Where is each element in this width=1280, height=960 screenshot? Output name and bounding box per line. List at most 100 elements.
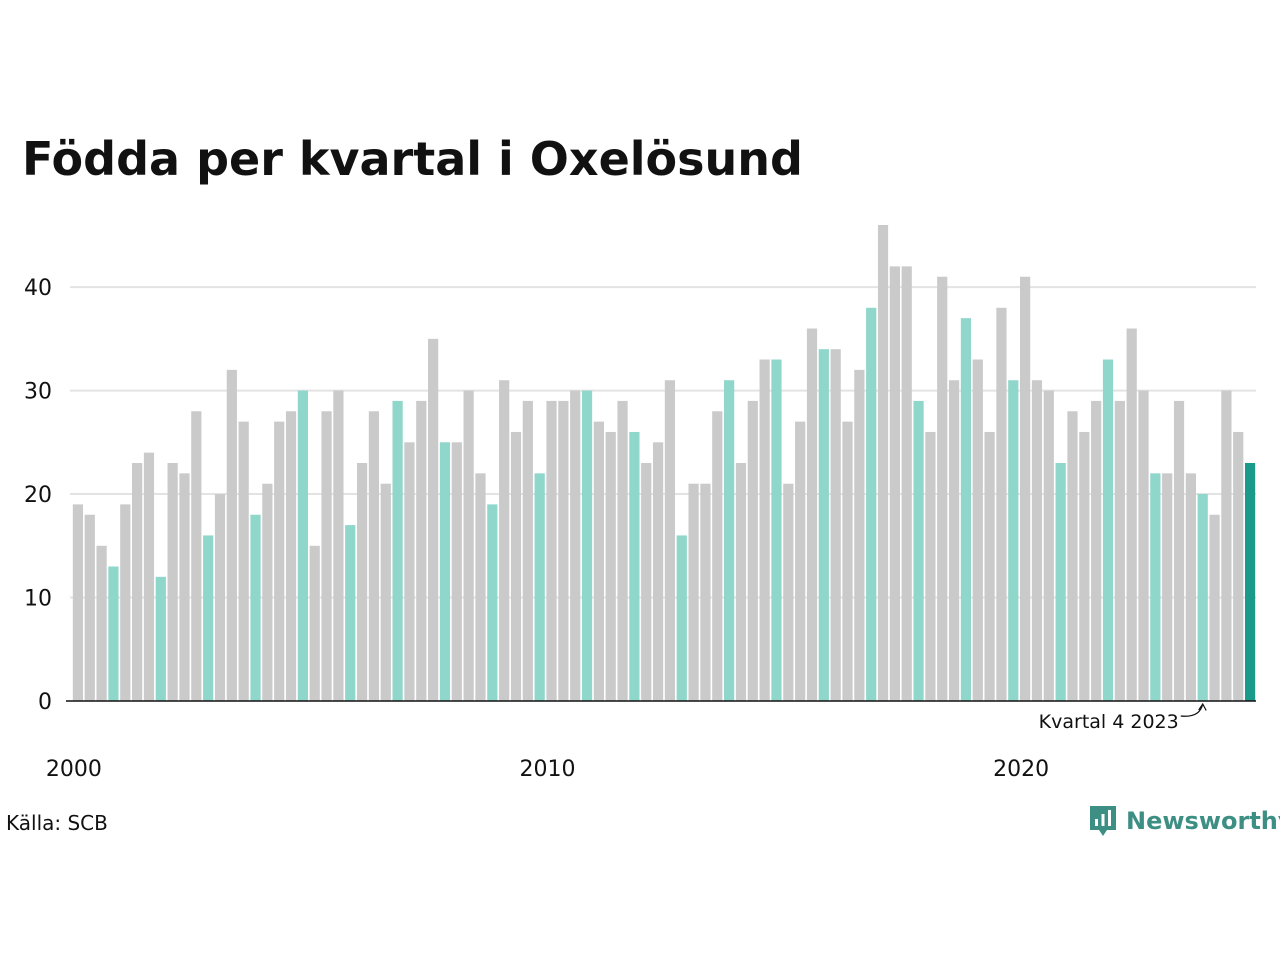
y-tick-label-20: 20: [24, 483, 52, 508]
bar-2010-q1: [546, 400, 557, 701]
bar-2006-q1: [356, 463, 368, 701]
bar-2006-q3: [380, 483, 391, 701]
bar-2009-q3: [522, 400, 533, 701]
bar-2017-q1: [877, 225, 889, 701]
newsworthy-logo-icon: [1090, 806, 1116, 836]
bar-2007-q4: [439, 442, 451, 701]
bar-2023-q4: [1197, 494, 1208, 701]
bar-2009-q1: [499, 380, 510, 701]
bar-2002-q1: [167, 463, 178, 701]
bar-2011-q2: [605, 431, 616, 701]
axes: 0 10 20 30 40 2000 2010 2020: [24, 276, 1256, 782]
bar-2011-q4: [629, 431, 640, 701]
bar-2009-q2: [510, 431, 522, 701]
x-tick-label-2000: 2000: [46, 757, 102, 782]
bar-2012-q3: [664, 380, 676, 701]
bar-2022-q3: [1138, 390, 1149, 701]
bar-2013-q4: [724, 380, 735, 701]
bar-2005-q2: [321, 411, 332, 701]
bar-2013-q3: [712, 411, 723, 701]
bar-2004-q4: [297, 390, 308, 701]
bar-2008-q1: [451, 442, 462, 701]
bar-2010-q4: [581, 390, 593, 701]
bar-2003-q2: [226, 369, 237, 701]
bar-2007-q1: [404, 442, 415, 701]
bar-2000-q3: [96, 545, 107, 701]
bar-2012-q1: [641, 463, 652, 701]
bar-2021-q2: [1079, 431, 1090, 701]
bar-2012-q4: [676, 535, 687, 701]
bar-2024-q3: [1233, 431, 1244, 701]
bar-2023-q2: [1173, 400, 1185, 701]
bar-2006-q4: [392, 400, 403, 701]
y-tick-label-0: 0: [38, 690, 52, 715]
bar-2022-q1: [1114, 400, 1125, 701]
bar-2019-q4: [1008, 380, 1019, 701]
bar-2005-q3: [333, 390, 344, 701]
bar-2018-q3: [948, 380, 960, 701]
bar-2004-q1: [262, 483, 273, 701]
bar-2003-q4: [250, 514, 261, 701]
bar-2013-q2: [700, 483, 711, 701]
bar-2006-q2: [368, 411, 380, 701]
bar-2008-q3: [475, 473, 486, 701]
bar-2000-q2: [84, 514, 95, 701]
bar-2001-q1: [120, 504, 131, 701]
bar-2008-q4: [487, 504, 498, 701]
bar-2017-q2: [889, 266, 900, 701]
bar-2020-q3: [1043, 390, 1054, 701]
bar-2021-q4: [1102, 359, 1114, 701]
y-tick-label-10: 10: [24, 587, 52, 612]
bar-2001-q2: [132, 463, 143, 701]
bar-2019-q1: [972, 359, 983, 701]
brand-logo: Newsworthy: [1088, 804, 1280, 838]
bar-2001-q4: [155, 576, 166, 701]
bar-2002-q4: [203, 535, 214, 701]
bar-2014-q3: [759, 359, 770, 701]
bar-2012-q2: [652, 442, 664, 701]
bar-2009-q4: [534, 473, 545, 701]
bar-2010-q2: [558, 400, 569, 701]
bar-2021-q1: [1067, 411, 1078, 701]
bar-2004-q2: [274, 421, 285, 701]
bar-2007-q2: [416, 400, 427, 701]
bar-2003-q1: [214, 494, 226, 701]
bar-2024-q1: [1209, 514, 1220, 701]
bar-2003-q3: [238, 421, 249, 701]
bar-2019-q2: [984, 431, 995, 701]
bar-2015-q1: [783, 483, 794, 701]
bar-2024-q4: [1244, 463, 1256, 701]
bar-2018-q4: [960, 318, 972, 701]
bar-2005-q4: [345, 525, 356, 701]
bar-2017-q4: [913, 400, 924, 701]
bar-2015-q2: [795, 421, 806, 701]
bar-2007-q3: [428, 338, 439, 701]
bar-2008-q2: [463, 390, 474, 701]
bar-2020-q4: [1055, 463, 1066, 701]
annotation-arrow: [1180, 703, 1204, 717]
bar-2015-q4: [818, 349, 829, 701]
annotation: Kvartal 4 2023: [1039, 702, 1207, 733]
bar-2002-q2: [179, 473, 190, 701]
bar-2017-q3: [901, 266, 912, 701]
bar-2016-q4: [866, 307, 877, 701]
bar-2022-q2: [1126, 328, 1137, 701]
bar-2022-q4: [1150, 473, 1161, 701]
bar-2002-q3: [191, 411, 202, 701]
chart-title: Födda per kvartal i Oxelösund: [22, 132, 803, 186]
bars: [72, 225, 1256, 701]
brand-name: Newsworthy: [1126, 807, 1280, 835]
bar-2014-q2: [747, 400, 758, 701]
bar-2020-q2: [1031, 380, 1043, 701]
bar-2019-q3: [996, 307, 1007, 701]
bar-2021-q3: [1091, 400, 1102, 701]
bar-2000-q1: [72, 504, 84, 701]
bar-2020-q1: [1020, 276, 1031, 701]
bar-2004-q3: [285, 411, 297, 701]
bar-chart: 0 10 20 30 40 2000 2010 2020 Kvartal 4 2023: [24, 225, 1256, 782]
bar-2013-q1: [688, 483, 699, 701]
bar-2018-q1: [925, 431, 936, 701]
bar-2023-q3: [1185, 473, 1196, 701]
bar-2016-q3: [854, 369, 865, 701]
y-tick-label-40: 40: [24, 276, 52, 301]
